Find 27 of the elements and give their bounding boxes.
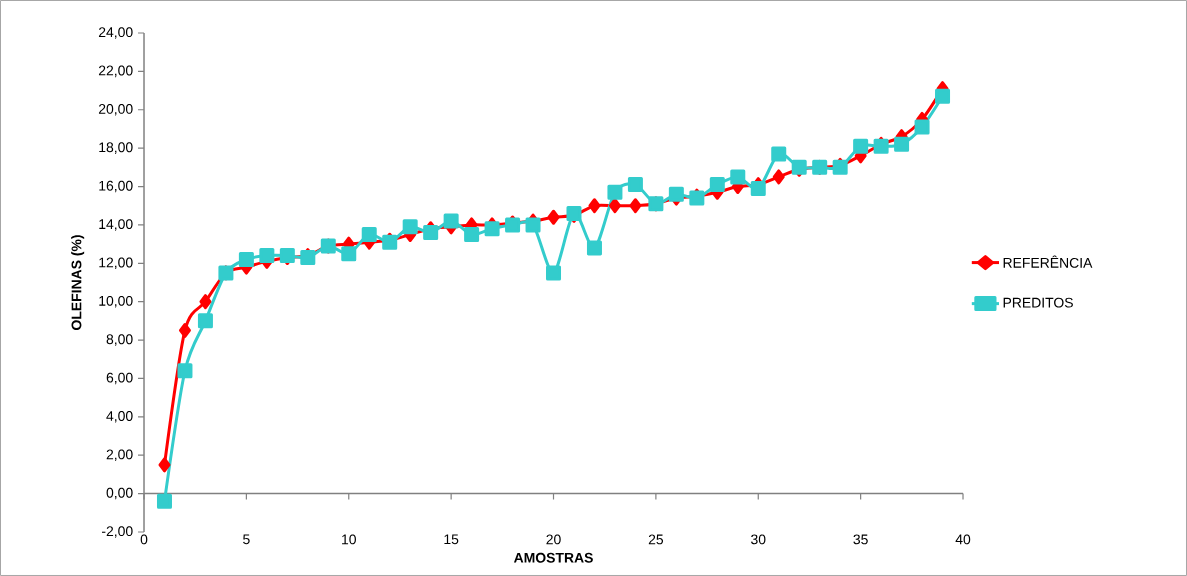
y-tick-label: 0,00 xyxy=(106,487,133,500)
y-tick-label: 24,00 xyxy=(98,27,133,39)
y-tick-label: 14,00 xyxy=(99,219,133,231)
y-tick-label: 10,00 xyxy=(99,295,133,308)
x-tick-label: 30 xyxy=(751,534,766,545)
y-tick-label: 6,00 xyxy=(106,372,133,385)
y-tick-label: 18,00 xyxy=(99,142,133,154)
x-axis-title: AMOSTRAS xyxy=(513,552,593,563)
y-tick-label: 4,00 xyxy=(106,411,133,423)
legend-label: REFERÊNCIA xyxy=(1003,255,1093,268)
x-tick-label: 0 xyxy=(140,534,148,545)
x-tick-label: 20 xyxy=(546,534,561,545)
y-tick-label: 2,00 xyxy=(106,449,133,461)
x-tick-label: 15 xyxy=(444,534,459,545)
legend-label: PREDITOS xyxy=(1003,297,1073,308)
y-axis-title: OLEFINAS (%) xyxy=(71,235,85,330)
y-tick-label: 16,00 xyxy=(99,180,133,193)
x-tick-label: 40 xyxy=(955,534,971,545)
x-tick-label: 35 xyxy=(853,534,868,545)
y-tick-label: -2,00 xyxy=(102,526,133,538)
y-tick-label: 12,00 xyxy=(99,257,133,270)
x-tick-label: 25 xyxy=(648,534,664,545)
y-tick-label: 22,00 xyxy=(98,65,133,78)
x-tick-label: 5 xyxy=(243,534,250,545)
y-tick-label: 20,00 xyxy=(98,103,133,116)
x-tick-label: 10 xyxy=(342,534,356,545)
y-tick-label: 8,00 xyxy=(106,334,133,346)
